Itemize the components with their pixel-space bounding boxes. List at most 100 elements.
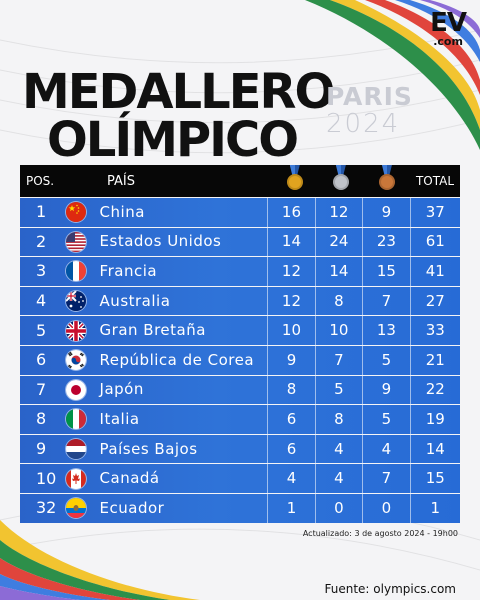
france-flag-icon xyxy=(65,261,86,282)
china-flag-icon xyxy=(65,202,86,223)
table-row: 2 Estados Unidos 14 24 23 61 xyxy=(20,227,460,257)
row-total: 21 xyxy=(409,345,460,375)
row-gold: 12 xyxy=(267,257,314,286)
row-country: Australia xyxy=(65,291,268,312)
row-total: 27 xyxy=(409,286,460,316)
medal-table: POS. PAÍS TOTAL 1 China 16 12 9 37 2 Estados Un… xyxy=(20,165,460,523)
row-silver: 8 xyxy=(314,405,362,434)
row-total: 37 xyxy=(409,198,460,227)
brand-logo-mark: EV xyxy=(430,8,467,38)
canada-flag-icon xyxy=(65,468,86,489)
row-bronze: 23 xyxy=(362,227,409,257)
row-silver: 4 xyxy=(314,434,362,464)
gold-medal-icon xyxy=(286,165,303,191)
silver-medal-icon xyxy=(332,165,349,191)
row-country-name: Italia xyxy=(99,409,140,428)
row-position: 1 xyxy=(36,202,47,222)
row-silver: 14 xyxy=(314,257,362,286)
row-silver: 4 xyxy=(314,464,362,493)
row-country: Estados Unidos xyxy=(65,231,268,252)
table-row: 6 República de Corea 9 7 5 21 xyxy=(20,345,460,375)
usa-flag-icon xyxy=(65,231,86,252)
ecuador-flag-icon xyxy=(65,498,86,519)
row-gold: 14 xyxy=(267,227,314,257)
row-country-name: China xyxy=(99,202,145,221)
table-row: 4 Australia 12 8 7 27 xyxy=(20,286,460,316)
row-country-name: Gran Bretaña xyxy=(99,321,206,340)
table-header: POS. PAÍS TOTAL xyxy=(20,165,460,197)
row-country: Italia xyxy=(65,409,268,430)
row-total: 14 xyxy=(409,434,460,464)
table-row: 3 Francia 12 14 15 41 xyxy=(20,257,460,286)
row-bronze: 4 xyxy=(362,434,409,464)
row-silver: 0 xyxy=(314,493,362,523)
table-row: 7 Japón 8 5 9 22 xyxy=(20,375,460,405)
header-total: TOTAL xyxy=(415,174,455,188)
table-row: 10 Canadá 4 4 7 15 xyxy=(20,464,460,493)
games-logo: PARIS 2024 xyxy=(326,84,413,137)
row-position: 3 xyxy=(36,261,47,281)
row-total: 1 xyxy=(409,493,460,523)
row-silver: 8 xyxy=(314,286,362,316)
row-country: China xyxy=(65,202,268,223)
header-bronze xyxy=(364,165,410,191)
korea-flag-icon xyxy=(65,350,86,371)
row-country: Francia xyxy=(65,261,268,282)
updated-timestamp: Actualizado: 3 de agosto 2024 - 19h00 xyxy=(302,529,458,538)
row-gold: 8 xyxy=(267,375,314,405)
row-gold: 6 xyxy=(267,405,314,434)
row-gold: 16 xyxy=(267,198,314,227)
australia-flag-icon xyxy=(65,291,86,312)
row-gold: 4 xyxy=(267,464,314,493)
row-total: 22 xyxy=(409,375,460,405)
row-position: 9 xyxy=(36,439,47,459)
row-total: 41 xyxy=(409,257,460,286)
row-total: 19 xyxy=(409,405,460,434)
row-country: Países Bajos xyxy=(65,439,268,460)
bronze-medal-icon xyxy=(378,165,395,191)
row-bronze: 5 xyxy=(362,405,409,434)
row-silver: 12 xyxy=(314,198,362,227)
header-pos: POS. xyxy=(26,174,55,188)
header-country: PAÍS xyxy=(106,173,135,189)
row-silver: 5 xyxy=(314,375,362,405)
row-gold: 6 xyxy=(267,434,314,464)
table-row: 9 Países Bajos 6 4 4 14 xyxy=(20,434,460,464)
header-gold xyxy=(272,165,318,191)
games-city: PARIS xyxy=(326,82,413,111)
row-position: 32 xyxy=(36,498,57,518)
source-credit: Fuente: olympics.com xyxy=(324,582,457,596)
row-country-name: Japón xyxy=(99,380,144,399)
row-position: 7 xyxy=(36,379,47,399)
uk-flag-icon xyxy=(65,320,86,341)
row-bronze: 13 xyxy=(362,316,409,345)
row-gold: 12 xyxy=(267,286,314,316)
row-total: 61 xyxy=(409,227,460,257)
page-title-line-1: MEDALLERO xyxy=(22,64,335,120)
row-country: Ecuador xyxy=(65,498,268,519)
row-bronze: 9 xyxy=(362,198,409,227)
japan-flag-icon xyxy=(65,379,86,400)
brand-logo: EV .com xyxy=(430,8,467,48)
row-country: Japón xyxy=(65,379,268,400)
row-bronze: 7 xyxy=(362,464,409,493)
row-bronze: 0 xyxy=(362,493,409,523)
page-title: MEDALLERO OLÍMPICO xyxy=(22,64,335,168)
brand-logo-domain: .com xyxy=(433,35,463,48)
row-country-name: Australia xyxy=(99,291,171,310)
row-total: 15 xyxy=(409,464,460,493)
games-year: 2024 xyxy=(326,109,401,139)
row-country-name: Países Bajos xyxy=(99,439,198,458)
table-row: 32 Ecuador 1 0 0 1 xyxy=(20,493,460,523)
table-row: 8 Italia 6 8 5 19 xyxy=(20,405,460,434)
row-position: 8 xyxy=(36,409,47,429)
row-total: 33 xyxy=(409,316,460,345)
row-gold: 10 xyxy=(267,316,314,345)
page-title-line-2: OLÍMPICO xyxy=(46,112,299,168)
row-position: 6 xyxy=(36,350,47,370)
row-position: 5 xyxy=(36,320,47,340)
row-bronze: 5 xyxy=(362,345,409,375)
row-silver: 10 xyxy=(314,316,362,345)
